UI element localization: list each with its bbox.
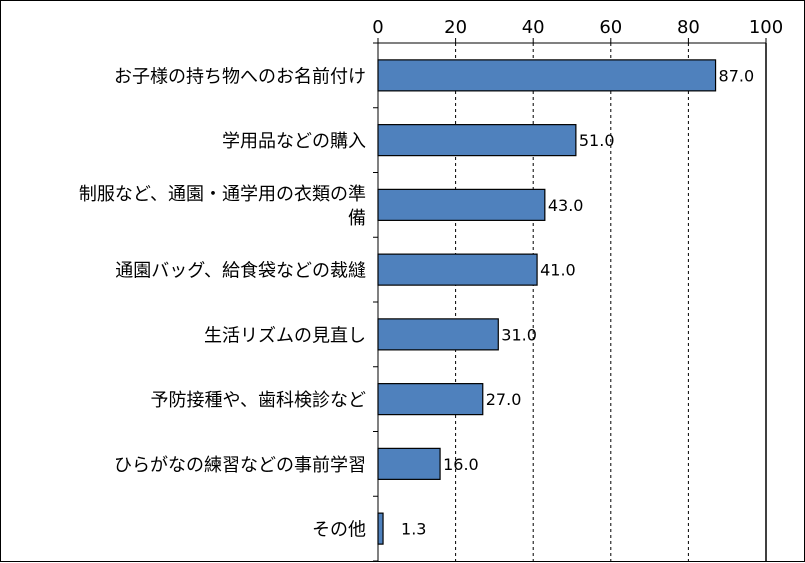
- category-label-2-line-0: 制服など、通園・通学用の衣類の準: [79, 184, 366, 205]
- category-label-3: 通園バッグ、給食袋などの裁縫: [115, 261, 366, 282]
- value-labels: 87.0 51.0 43.0 41.0 31.0 27.0 16.0 1.3: [401, 66, 754, 538]
- category-label-0-line-0: お子様の持ち物へのお名前付け: [114, 66, 366, 87]
- x-tick-label-60: 60: [599, 17, 622, 38]
- value-label-2: 43.0: [548, 196, 584, 215]
- category-label-0: お子様の持ち物へのお名前付け: [114, 66, 366, 87]
- bar-4: [377, 318, 499, 351]
- x-tick-label-0: 0: [372, 17, 383, 38]
- axis: [373, 38, 767, 562]
- category-label-7-line-0: その他: [312, 520, 366, 541]
- category-label-2: 制服など、通園・通学用の衣類の準備: [79, 184, 366, 229]
- grid-lines: [455, 43, 767, 561]
- value-label-3: 41.0: [540, 261, 576, 280]
- category-label-5: 予防接種や、歯科検診など: [151, 390, 366, 411]
- category-label-7: その他: [312, 520, 366, 541]
- bar-7: [377, 512, 384, 545]
- bar-0: [377, 59, 717, 92]
- x-tick-labels: 0 20 40 60 80 100: [372, 17, 783, 38]
- category-label-2-line-1: 備: [348, 208, 366, 229]
- category-labels: お子様の持ち物へのお名前付け学用品などの購入制服など、通園・通学用の衣類の準備通…: [79, 66, 366, 540]
- x-tick-label-20: 20: [444, 17, 467, 38]
- bars: [377, 59, 717, 545]
- category-label-4: 生活リズムの見直し: [204, 325, 366, 346]
- value-label-5: 27.0: [486, 390, 522, 409]
- bar-1: [377, 124, 577, 157]
- value-label-4: 31.0: [501, 325, 537, 344]
- bar-2: [377, 188, 546, 221]
- category-label-3-line-0: 通園バッグ、給食袋などの裁縫: [115, 261, 366, 282]
- category-label-6: ひらがなの練習などの事前学習: [114, 455, 366, 476]
- value-label-6: 16.0: [443, 455, 479, 474]
- category-label-6-line-0: ひらがなの練習などの事前学習: [114, 455, 366, 476]
- category-label-1-line-0: 学用品などの購入: [222, 131, 366, 152]
- x-tick-label-100: 100: [749, 17, 783, 38]
- x-tick-label-40: 40: [522, 17, 545, 38]
- bar-3: [377, 253, 538, 286]
- x-tick-label-80: 80: [677, 17, 700, 38]
- value-label-1: 51.0: [579, 131, 615, 150]
- category-label-5-line-0: 予防接種や、歯科検診など: [151, 390, 366, 411]
- value-label-7: 1.3: [401, 520, 426, 539]
- bar-5: [377, 383, 484, 416]
- category-label-1: 学用品などの購入: [222, 131, 366, 152]
- category-label-4-line-0: 生活リズムの見直し: [204, 325, 366, 346]
- value-label-0: 87.0: [719, 66, 755, 85]
- bar-6: [377, 447, 441, 480]
